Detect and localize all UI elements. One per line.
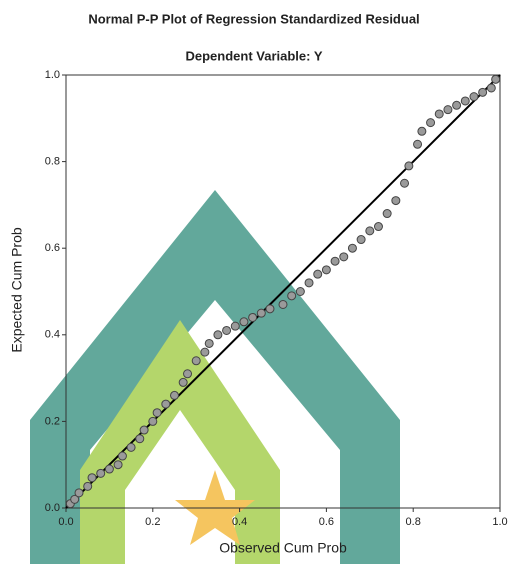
data-point xyxy=(321,265,331,275)
x-tick-label: 0.2 xyxy=(145,516,160,528)
plot-frame xyxy=(65,74,501,509)
data-point xyxy=(87,473,97,483)
data-point xyxy=(152,408,162,418)
data-point xyxy=(443,105,453,115)
data-point xyxy=(135,434,145,444)
y-tick-label: 1.0 xyxy=(45,69,60,81)
data-point xyxy=(491,74,501,84)
y-tick-label: 0.0 xyxy=(45,502,60,514)
data-point xyxy=(313,269,323,279)
data-point xyxy=(70,494,80,504)
data-point xyxy=(373,222,383,232)
y-tick-label: 0.4 xyxy=(45,329,60,341)
data-point xyxy=(148,416,158,426)
data-point xyxy=(382,209,392,219)
chart-title: Normal P-P Plot of Regression Standardiz… xyxy=(88,11,419,26)
y-axis-label: Expected Cum Prob xyxy=(9,227,25,352)
data-point xyxy=(74,488,84,498)
data-point xyxy=(104,464,114,474)
data-point xyxy=(126,442,136,452)
data-point xyxy=(178,377,188,387)
data-point xyxy=(400,178,410,188)
data-point xyxy=(204,338,214,348)
data-point xyxy=(469,92,479,102)
data-point xyxy=(413,139,423,149)
data-point xyxy=(356,235,366,245)
data-point xyxy=(347,243,357,253)
data-point xyxy=(478,87,488,97)
data-point xyxy=(278,299,288,309)
data-point xyxy=(460,96,470,106)
data-point xyxy=(83,481,93,491)
x-tick-label: 0.0 xyxy=(58,516,73,528)
data-point xyxy=(452,100,462,110)
data-point xyxy=(330,256,340,266)
data-point xyxy=(434,109,444,119)
data-point xyxy=(213,330,223,340)
data-point xyxy=(426,118,436,128)
data-point xyxy=(222,325,232,335)
data-point xyxy=(295,287,305,296)
data-point xyxy=(339,252,349,262)
x-axis-label: Observed Cum Prob xyxy=(219,540,347,556)
x-tick-label: 1.0 xyxy=(492,516,507,528)
data-point xyxy=(191,356,201,366)
data-point xyxy=(183,369,193,379)
y-tick-label: 0.6 xyxy=(45,242,60,254)
data-point xyxy=(486,83,496,93)
watermark xyxy=(30,190,400,564)
data-point xyxy=(304,278,314,288)
data-point xyxy=(230,321,240,331)
data-point xyxy=(161,399,171,409)
x-tick-label: 0.6 xyxy=(319,516,334,528)
chart-subtitle: Dependent Variable: Y xyxy=(185,48,322,63)
data-point xyxy=(96,468,106,478)
x-tick-label: 0.8 xyxy=(406,516,421,528)
data-point xyxy=(139,425,149,435)
data-point xyxy=(265,304,275,314)
data-point xyxy=(200,347,210,357)
watermark-shape xyxy=(30,190,400,564)
x-tick-label: 0.4 xyxy=(232,516,247,528)
data-point xyxy=(404,161,414,171)
data-point xyxy=(170,390,179,400)
data-point xyxy=(248,312,258,322)
data-point xyxy=(287,291,297,301)
y-tick-label: 0.2 xyxy=(45,415,60,427)
y-tick-label: 0.8 xyxy=(45,156,60,168)
watermark-shape xyxy=(80,320,280,564)
data-point xyxy=(117,451,127,461)
data-point xyxy=(365,226,375,236)
data-point xyxy=(239,317,249,327)
data-point xyxy=(113,460,123,470)
data-point xyxy=(256,308,266,318)
data-point xyxy=(417,126,427,136)
data-point xyxy=(391,196,401,206)
